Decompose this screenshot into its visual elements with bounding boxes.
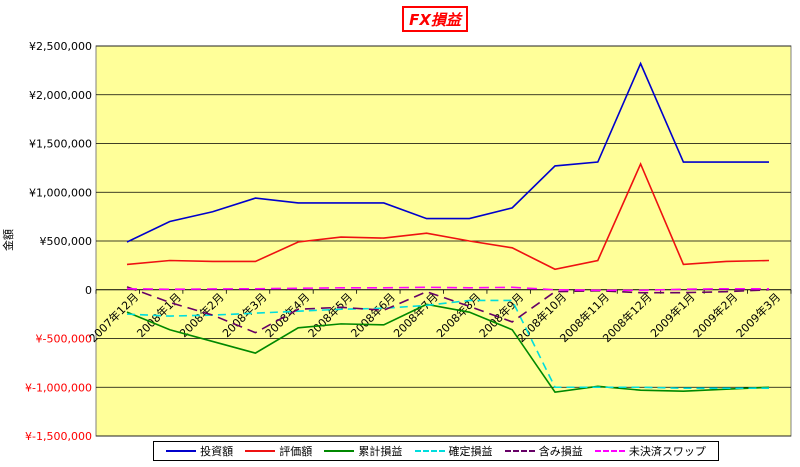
legend-swatch [166, 450, 197, 452]
y-tick-label: 0 [85, 284, 92, 297]
legend-item: 確定損益 [414, 443, 493, 459]
series-lines [126, 61, 770, 393]
legend-item: 累計損益 [324, 443, 402, 459]
series-line-累計損益 [126, 303, 770, 393]
legend-swatch [414, 450, 445, 452]
legend-item: 投資額 [166, 443, 233, 459]
legend-label: 含み損益 [538, 445, 583, 458]
legend-swatch [594, 450, 625, 452]
chart-legend: 投資額 評価額 累計損益 確定損益 含み損益 未決済スワップ [153, 441, 719, 461]
y-tick-labels: ¥2,500,000 ¥2,000,000 ¥1,500,000 ¥1,000,000… [25, 40, 92, 443]
series-line-確定損益 [126, 299, 769, 390]
y-tick-label: ¥1,500,000 [29, 138, 92, 151]
legend-label: 評価額 [279, 445, 313, 458]
y-tick-label: ¥-1,000,000 [25, 381, 92, 394]
legend-swatch [324, 450, 355, 452]
y-tick-label: ¥500,000 [40, 235, 93, 248]
y-tick-label: ¥2,000,000 [29, 89, 92, 102]
series-line-未決済スワップ [126, 286, 769, 292]
y-axis-label: 金額 [1, 229, 15, 251]
series-line-含み損益 [126, 286, 770, 334]
chart-title: FX損益 [402, 6, 468, 32]
series-line-評価額 [126, 161, 770, 271]
y-tick-label: ¥-500,000 [36, 333, 92, 346]
legend-item: 未決済スワップ [594, 443, 706, 459]
y-tick-label: ¥2,500,000 [29, 40, 92, 53]
y-tick-label: ¥1,000,000 [29, 186, 92, 199]
series-line-投資額 [126, 61, 769, 243]
legend-label: 投資額 [200, 445, 234, 458]
legend-label: 未決済スワップ [628, 445, 706, 458]
y-tick-label: ¥-1,500,000 [25, 430, 92, 443]
legend-label: 確定損益 [448, 445, 493, 458]
chart-title-text: FX損益 [409, 10, 461, 29]
legend-item: 含み損益 [504, 443, 583, 459]
legend-item: 評価額 [245, 443, 312, 459]
legend-label: 累計損益 [358, 445, 403, 458]
legend-swatch [504, 450, 535, 452]
legend-swatch [245, 450, 276, 452]
